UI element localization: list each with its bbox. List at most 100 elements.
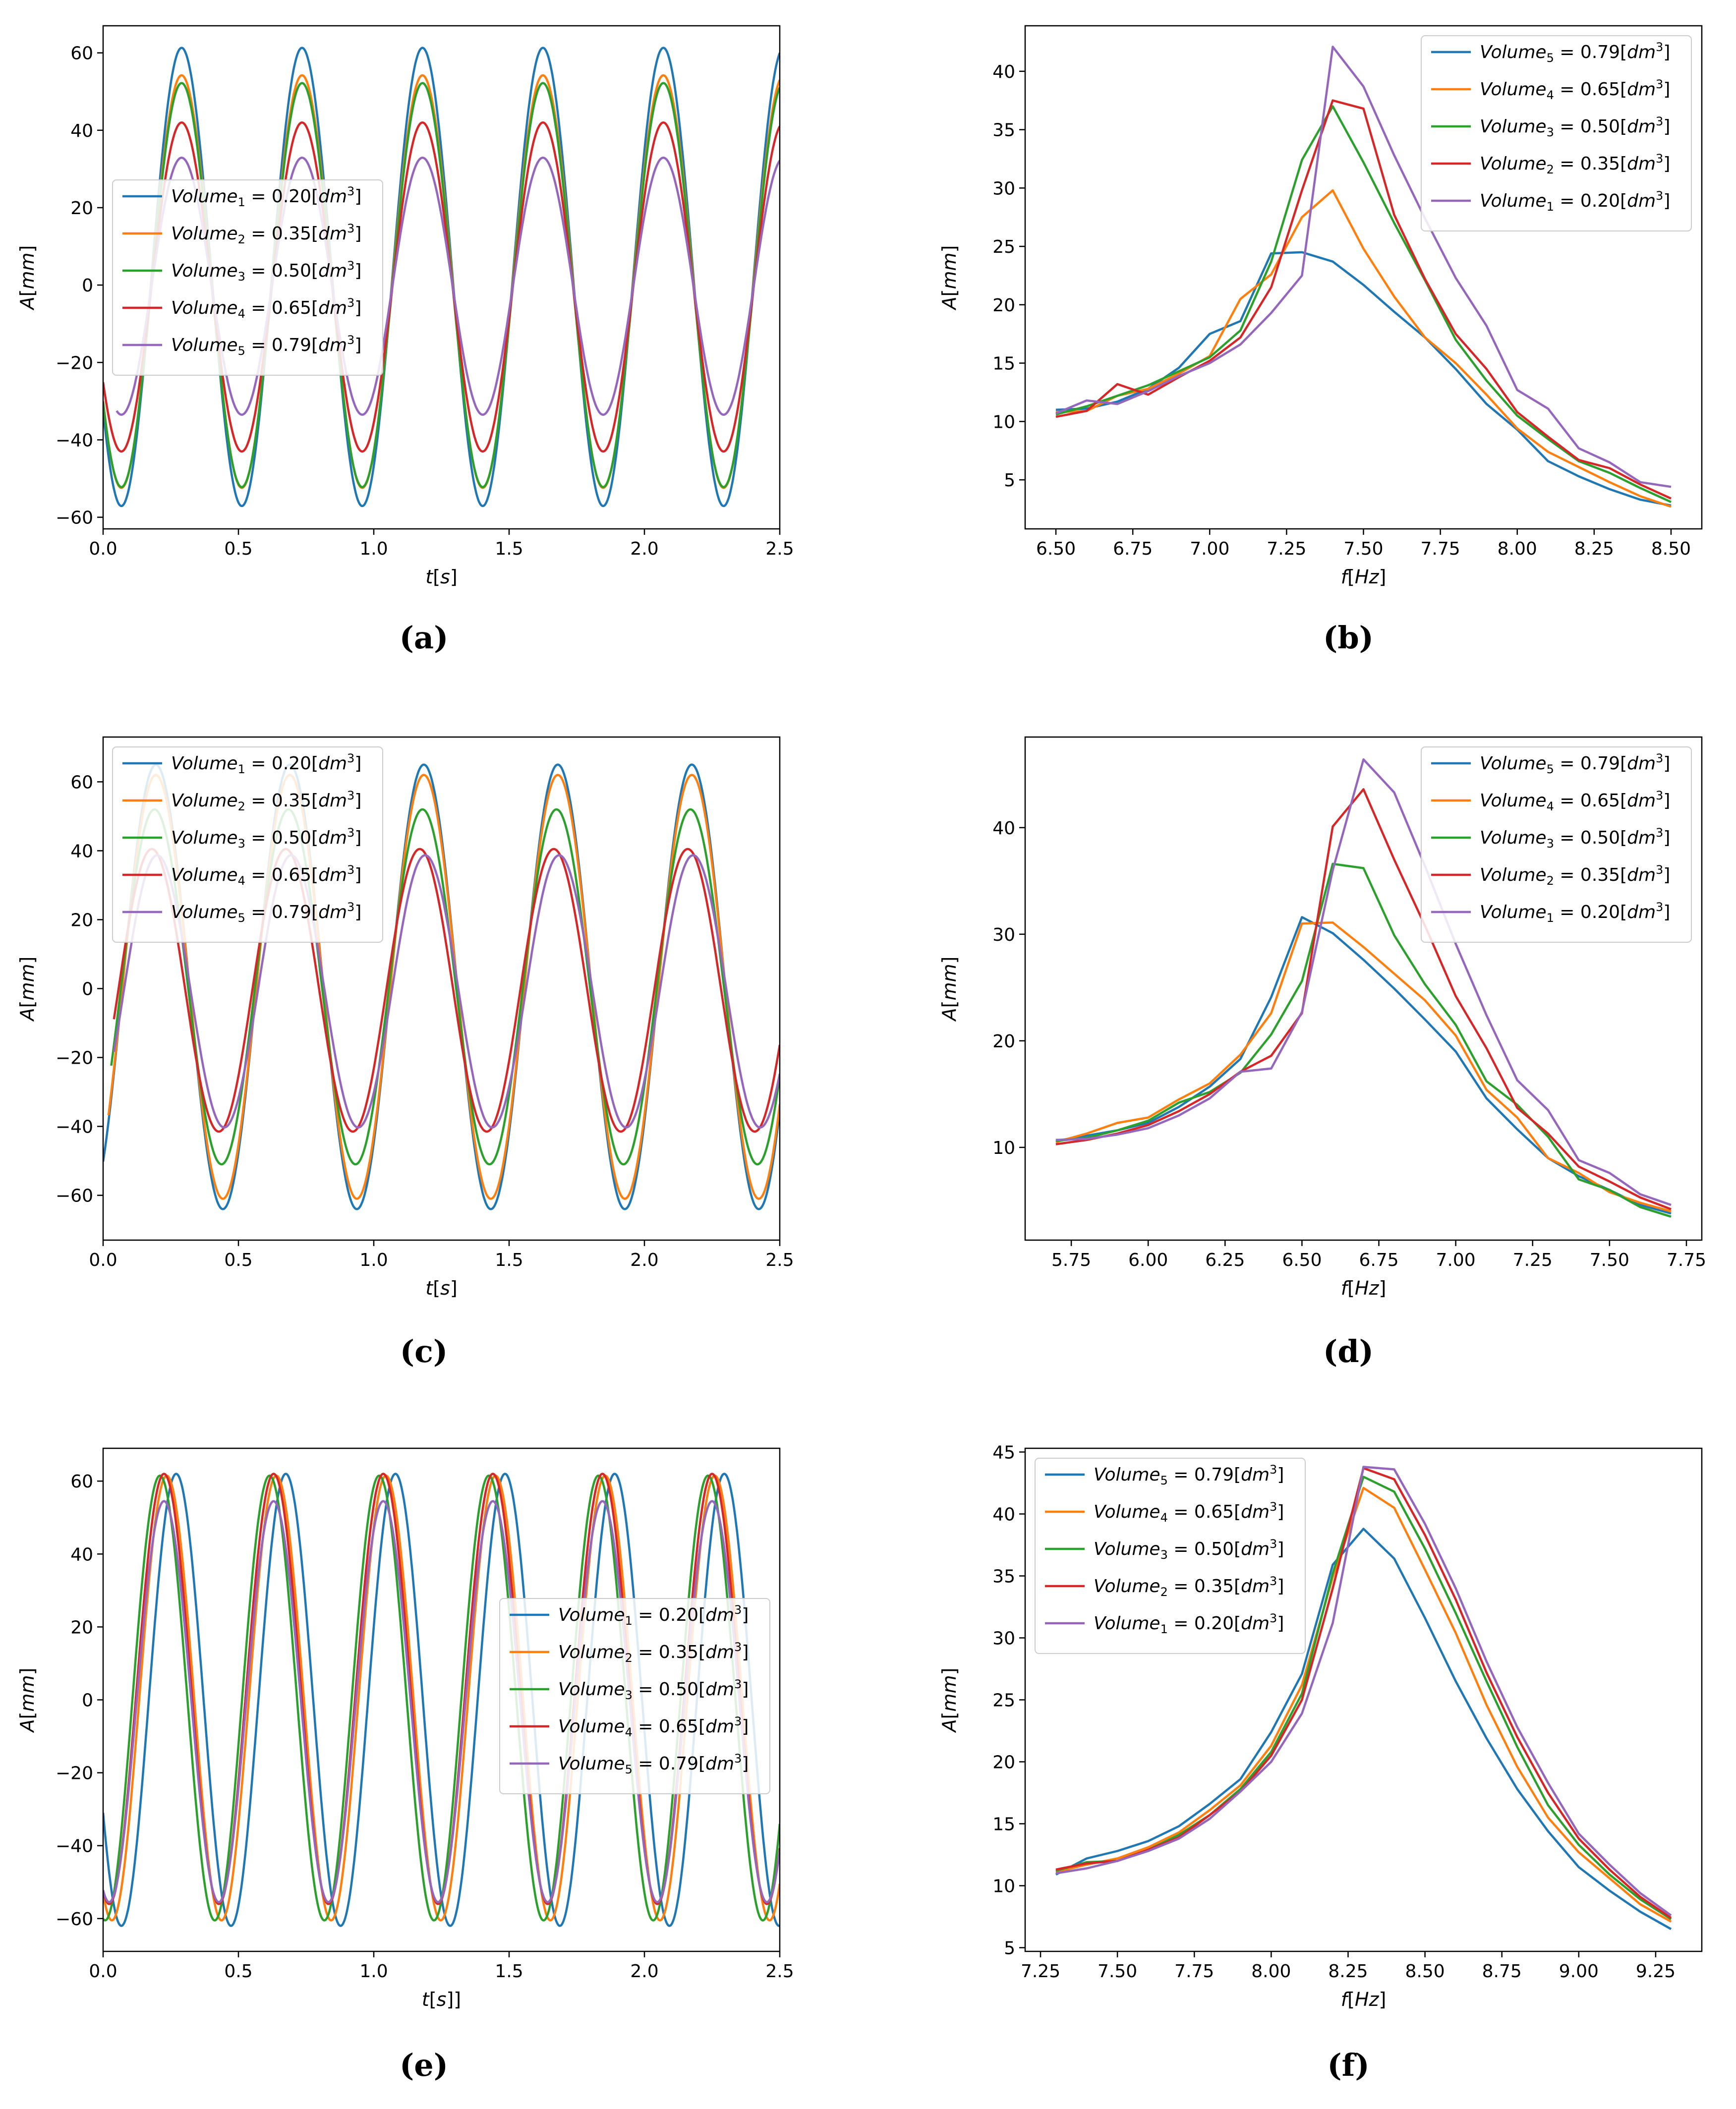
x-tick-label: 7.25 — [1267, 539, 1306, 559]
y-tick-label: 15 — [992, 354, 1015, 374]
x-tick-label: 2.0 — [630, 539, 658, 559]
chart-panel-c: 0.0 0.5 1.0 1.5 2.0 2.5 −60 −40 −20 0 20 40 60 t[s] A[… — [16, 736, 794, 1299]
legend-box — [1035, 1458, 1306, 1654]
legend-label: Volume3 = 0.50[dm3] — [171, 259, 361, 284]
y-tick-label: 10 — [992, 1138, 1015, 1158]
legend-label: Volume4 = 0.65[dm3] — [171, 296, 361, 321]
plot-frame — [102, 25, 781, 530]
y-tick-label: 0 — [82, 979, 93, 1000]
legend-box — [1421, 746, 1692, 943]
x-tick-label: 6.50 — [1282, 1250, 1322, 1270]
x-tick-label: 1.5 — [495, 1250, 523, 1270]
y-tick-label: 10 — [992, 1877, 1015, 1897]
legend-label: Volume2 = 0.35[dm3] — [1094, 1574, 1284, 1599]
panel-label-c: (c) — [400, 1333, 448, 1369]
legend-label: Volume4 = 0.65[dm3] — [1480, 77, 1670, 102]
legend-label: Volume2 = 0.35[dm3] — [1480, 152, 1670, 176]
x-axis-label: f[Hz] — [1341, 1989, 1387, 2010]
y-tick-label: 40 — [992, 1505, 1015, 1525]
series-line-5 — [103, 1500, 780, 1903]
legend: Volume1 = 0.20[dm3] Volume2 = 0.35[dm3] Vo… — [112, 179, 383, 376]
chart-panel-b: 6.50 6.75 7.00 7.25 7.50 7.75 8.00 8.25 8.50 5 10 1… — [938, 25, 1703, 588]
x-tick-label: 2.5 — [765, 1961, 794, 1982]
x-tick-label: 7.75 — [1667, 1250, 1706, 1270]
x-tick-label: 8.00 — [1498, 539, 1537, 559]
legend: Volume5 = 0.79[dm3] Volume4 = 0.65[dm3] Vo… — [1035, 1458, 1306, 1654]
y-axis-label: A[mm] — [938, 957, 960, 1023]
x-tick-label: 7.00 — [1190, 539, 1229, 559]
y-tick-label: 20 — [992, 1753, 1015, 1773]
y-tick-label: 40 — [992, 818, 1015, 839]
x-tick-label: 7.50 — [1098, 1961, 1137, 1982]
panel-label-d: (d) — [1323, 1333, 1374, 1369]
y-tick-label: −20 — [56, 1764, 93, 1784]
chart-panel-d: 5.75 6.00 6.25 6.50 6.75 7.00 7.25 7.50 7.75 10 20… — [938, 736, 1706, 1299]
legend-label: Volume5 = 0.79[dm3] — [1094, 1463, 1284, 1487]
x-tick-label: 2.5 — [765, 539, 794, 559]
series-line-4 — [1055, 788, 1672, 1210]
y-tick-label: 40 — [70, 121, 93, 141]
x-tick-label: 1.0 — [359, 539, 388, 559]
y-tick-label: 30 — [992, 1629, 1015, 1649]
y-tick-label: 35 — [992, 1567, 1015, 1587]
x-tick-label: 6.50 — [1036, 539, 1076, 559]
x-tick-label: 2.0 — [630, 1961, 658, 1982]
chart-panel-e: 0.0 0.5 1.0 1.5 2.0 2.5 −60 −40 −20 0 20 40 60 t[s]] A… — [16, 1447, 794, 2010]
legend: Volume5 = 0.79[dm3] Volume4 = 0.65[dm3] Vo… — [1421, 746, 1692, 943]
y-axis-label: A[mm] — [16, 1668, 38, 1734]
y-tick-label: 0 — [82, 1691, 93, 1711]
series-line-3 — [1055, 105, 1672, 503]
legend-label: Volume2 = 0.35[dm3] — [1480, 863, 1670, 888]
y-tick-label: 15 — [992, 1815, 1015, 1835]
y-tick-label: 25 — [992, 1691, 1015, 1711]
y-tick-label: 45 — [992, 1443, 1015, 1463]
x-tick-label: 1.5 — [495, 539, 523, 559]
series-line-2 — [1055, 189, 1672, 508]
series-line-2 — [1055, 1486, 1672, 1923]
series-line-4 — [1055, 99, 1672, 500]
x-tick-label: 1.5 — [495, 1961, 523, 1982]
chart-panel-a: 0.0 0.5 1.0 1.5 2.0 2.5 −60 −40 −20 0 20 40 60 t[s] A[… — [16, 25, 794, 588]
legend-label: Volume1 = 0.20[dm3] — [1480, 900, 1670, 925]
series-line-3 — [110, 808, 780, 1166]
legend: Volume5 = 0.79[dm3] Volume4 = 0.65[dm3] Vo… — [1421, 35, 1692, 231]
legend: Volume1 = 0.20[dm3] Volume2 = 0.35[dm3] Vo… — [499, 1598, 770, 1794]
x-tick-label: 9.00 — [1559, 1961, 1599, 1982]
legend-label: Volume4 = 0.65[dm3] — [1094, 1500, 1284, 1525]
x-axis-label: t[s]] — [422, 1989, 461, 2010]
series-line-3 — [1055, 862, 1672, 1218]
y-tick-label: 30 — [992, 925, 1015, 945]
legend-label: Volume1 = 0.20[dm3] — [171, 184, 361, 209]
y-tick-label: 60 — [70, 772, 93, 793]
series-line-5 — [1055, 1466, 1672, 1917]
legend-label: Volume1 = 0.20[dm3] — [558, 1603, 749, 1628]
x-tick-label: 5.75 — [1051, 1250, 1091, 1270]
legend-label: Volume3 = 0.50[dm3] — [1094, 1537, 1284, 1562]
y-tick-label: 60 — [70, 1472, 93, 1492]
plot-frame — [1024, 736, 1703, 1241]
y-axis-label: A[mm] — [938, 1668, 960, 1734]
legend-label: Volume1 = 0.20[dm3] — [1480, 189, 1670, 214]
y-tick-label: 30 — [992, 178, 1015, 199]
x-tick-label: 7.00 — [1436, 1250, 1476, 1270]
x-tick-label: 7.75 — [1174, 1961, 1214, 1982]
y-tick-label: 35 — [992, 120, 1015, 141]
x-axis-label: t[s] — [425, 1277, 457, 1299]
legend-label: Volume5 = 0.79[dm3] — [1480, 40, 1670, 65]
panel-label-a: (a) — [399, 620, 449, 656]
x-tick-label: 6.00 — [1128, 1250, 1168, 1270]
y-tick-label: 20 — [70, 198, 93, 219]
x-axis-label: f[Hz] — [1341, 1277, 1387, 1299]
series-line-1 — [1055, 916, 1672, 1215]
x-tick-label: 8.25 — [1328, 1961, 1368, 1982]
y-tick-label: 5 — [1004, 470, 1015, 491]
x-tick-label: 6.25 — [1205, 1250, 1245, 1270]
panel-label-e: (e) — [399, 2047, 449, 2083]
legend-box — [112, 746, 383, 943]
x-tick-label: 2.5 — [765, 1250, 794, 1270]
legend-label: Volume5 = 0.79[dm3] — [1480, 751, 1670, 776]
y-tick-label: 25 — [992, 237, 1015, 257]
x-axis-label: f[Hz] — [1341, 566, 1387, 588]
x-tick-label: 8.00 — [1251, 1961, 1291, 1982]
